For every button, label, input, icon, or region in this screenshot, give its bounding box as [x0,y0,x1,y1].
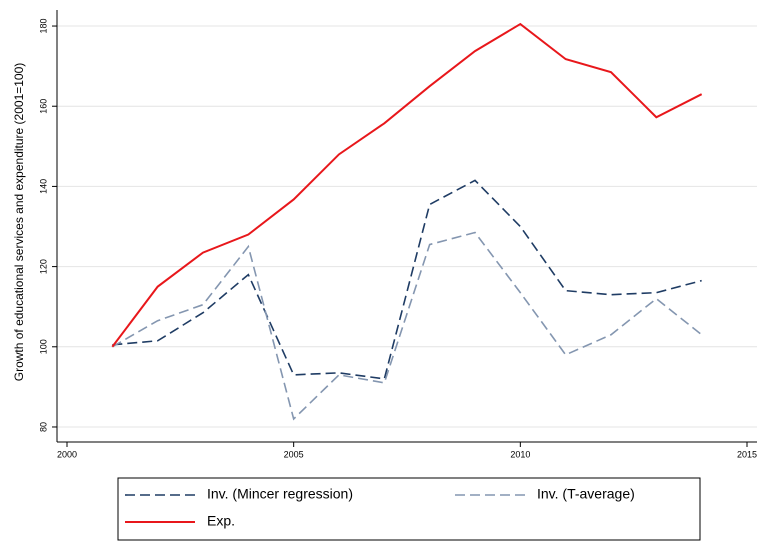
line-series [111,231,703,421]
x-tick-label: 2005 [284,449,304,459]
y-tick-label: 100 [38,339,48,354]
line-series [111,22,703,348]
y-tick-label: 160 [38,99,48,114]
x-tick-label: 2000 [57,449,77,459]
legend-label: Exp. [207,513,235,529]
y-tick-label: 180 [38,19,48,34]
x-tick-label: 2015 [737,449,757,459]
y-axis-title: Growth of educational services and expen… [12,63,26,382]
y-tick-label: 140 [38,179,48,194]
legend-label: Inv. (Mincer regression) [207,486,353,502]
x-tick-label: 2010 [510,449,530,459]
legend-label: Inv. (T-average) [537,486,635,502]
y-tick-label: 80 [38,422,48,432]
line-series [112,179,702,380]
legend-box [117,477,701,541]
y-tick-label: 120 [38,259,48,274]
